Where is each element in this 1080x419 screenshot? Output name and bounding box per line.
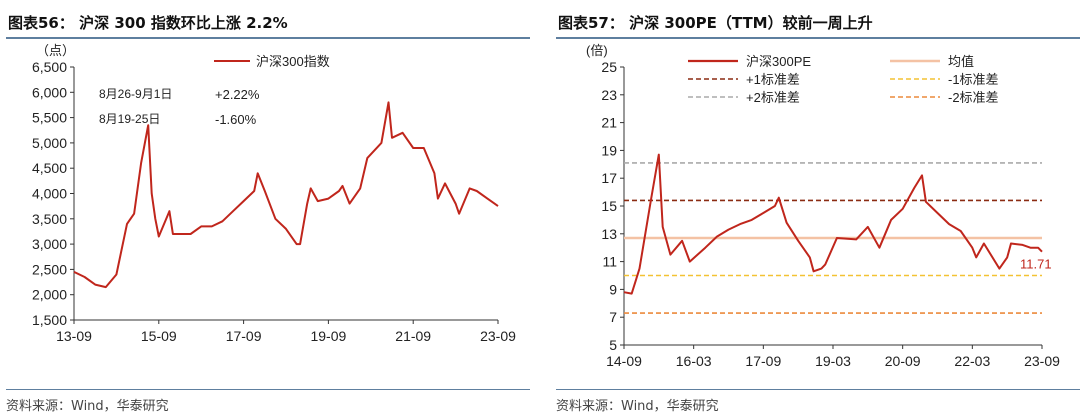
y-tick-label: 6,500 (32, 59, 67, 75)
x-tick-label: 23-09 (480, 328, 516, 344)
series-line-pe (623, 153, 1043, 295)
y-tick-label: 7 (609, 309, 617, 325)
y-tick-label: 5,500 (32, 110, 67, 126)
y-tick-label: 4,000 (32, 186, 67, 202)
figure-title: 图表57： 沪深 300PE（TTM）较前一周上升 (558, 14, 873, 32)
y-tick-label: 2,000 (32, 287, 67, 303)
legend-label: +1标准差 (746, 72, 800, 87)
title-rule (556, 37, 1080, 39)
title-rule (6, 37, 530, 39)
y-tick-label: 19 (601, 142, 617, 158)
legend-label: -2标准差 (948, 90, 999, 105)
x-tick-label: 21-09 (395, 328, 431, 344)
csi300-index-chart: 1,500 2,000 2,500 3,000 3,500 4,000 4,500 5,000… (32, 43, 516, 344)
y-tick-label: 3,500 (32, 211, 67, 227)
y-tick-label: 4,500 (32, 160, 67, 176)
x-tick-label: 17-09 (745, 353, 781, 369)
y-tick-label: 25 (601, 59, 617, 75)
legend-label: 沪深300PE (746, 54, 811, 69)
x-tick-label: 17-09 (226, 328, 262, 344)
y-tick-label: 17 (601, 170, 617, 186)
y-tick-label: 1,500 (32, 312, 67, 328)
x-tick-label: 15-09 (141, 328, 177, 344)
x-tick-label: 23-09 (1024, 353, 1060, 369)
x-tick-label: 13-09 (56, 328, 92, 344)
x-tick-label: 14-09 (606, 353, 642, 369)
y-tick-label: 3,000 (32, 236, 67, 252)
unit-label: （点） (36, 43, 75, 58)
figure-title: 图表56： 沪深 300 指数环比上涨 2.2% (8, 14, 288, 32)
last-value-label: 11.71 (1020, 257, 1052, 272)
annotation-change: -1.60% (215, 112, 257, 127)
y-tick-label: 5 (609, 337, 617, 353)
source-rule (6, 389, 530, 390)
y-tick-label: 11 (602, 254, 617, 270)
series-line-csi300 (73, 101, 499, 289)
figure-57-panel: 图表57： 沪深 300PE（TTM）较前一周上升 5 7 9 11 13 15 17 19 2… (550, 0, 1080, 419)
y-tick-label: 15 (601, 198, 617, 214)
y-tick-label: 21 (601, 115, 617, 131)
x-tick-label: 19-09 (310, 328, 346, 344)
y-tick-label: 23 (601, 87, 617, 103)
legend-label: 均值 (948, 54, 974, 69)
x-tick-label: 16-03 (676, 353, 712, 369)
source-rule (556, 389, 1080, 390)
y-tick-label: 13 (601, 226, 617, 242)
source-note: 资料来源：Wind，华泰研究 (556, 399, 719, 414)
unit-label: (倍) (586, 43, 608, 58)
annotation-period: 8月26-9月1日 (99, 87, 172, 101)
csi300-pe-chart: 5 7 9 11 13 15 17 19 21 23 25 14-09 16-03 17-09 19-03 2… (586, 43, 1060, 369)
y-tick-label: 2,500 (32, 261, 67, 277)
legend-label: 沪深300指数 (256, 54, 330, 69)
annotation-period: 8月19-25日 (99, 112, 160, 126)
legend-label: +2标准差 (746, 90, 800, 105)
annotation-change: +2.22% (215, 87, 260, 102)
y-tick-label: 5,000 (32, 135, 67, 151)
y-tick-label: 6,000 (32, 84, 67, 100)
x-tick-label: 19-03 (815, 353, 851, 369)
legend-label: -1标准差 (948, 72, 999, 87)
y-tick-label: 9 (609, 281, 617, 297)
x-tick-label: 22-03 (954, 353, 990, 369)
figure-56-panel: 图表56： 沪深 300 指数环比上涨 2.2% 1,500 2,000 2,500… (0, 0, 530, 419)
x-tick-label: 20-09 (885, 353, 921, 369)
source-note: 资料来源：Wind，华泰研究 (6, 399, 169, 414)
